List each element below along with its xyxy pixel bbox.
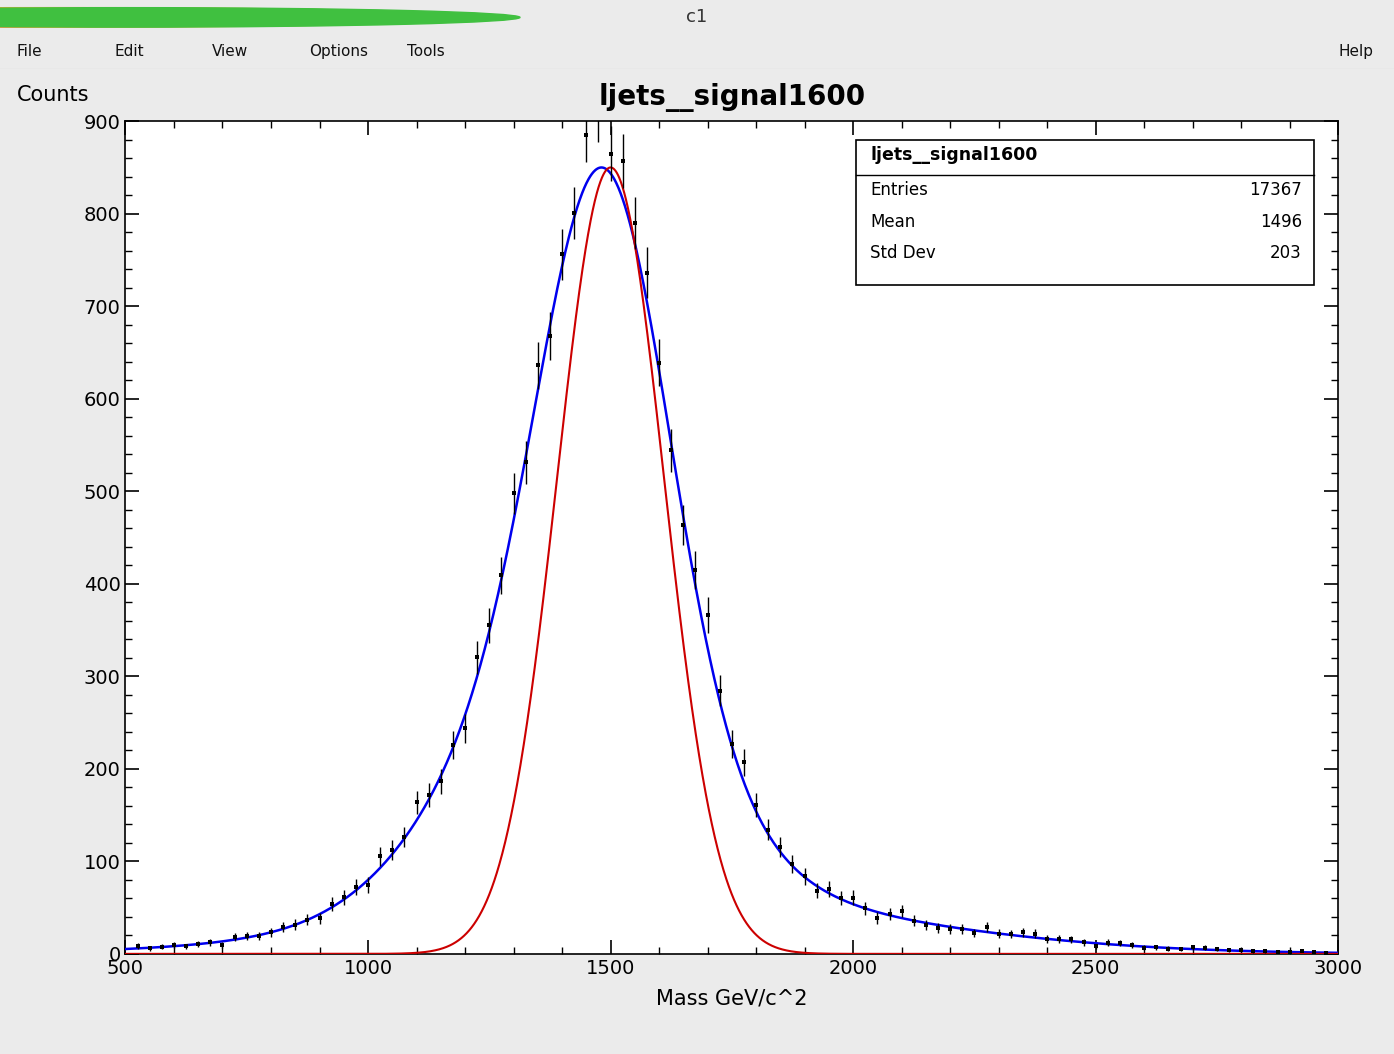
Text: File: File — [17, 44, 42, 59]
Text: Std Dev: Std Dev — [870, 245, 935, 262]
Text: View: View — [212, 44, 248, 59]
Text: Entries: Entries — [870, 181, 928, 199]
FancyBboxPatch shape — [856, 139, 1315, 286]
Circle shape — [0, 7, 520, 27]
Text: c1: c1 — [686, 8, 708, 26]
Text: ljets__signal1600: ljets__signal1600 — [870, 147, 1037, 164]
Circle shape — [0, 7, 435, 27]
Text: Options: Options — [309, 44, 368, 59]
X-axis label: Mass GeV/c^2: Mass GeV/c^2 — [657, 989, 807, 1009]
Title: ljets__signal1600: ljets__signal1600 — [598, 82, 866, 112]
Y-axis label: Counts: Counts — [17, 84, 89, 104]
Text: 1496: 1496 — [1260, 213, 1302, 231]
Text: Mean: Mean — [870, 213, 916, 231]
Text: Tools: Tools — [407, 44, 445, 59]
Text: 17367: 17367 — [1249, 181, 1302, 199]
Text: 203: 203 — [1270, 245, 1302, 262]
Text: Edit: Edit — [114, 44, 144, 59]
Circle shape — [0, 7, 478, 27]
Text: Help: Help — [1338, 44, 1373, 59]
